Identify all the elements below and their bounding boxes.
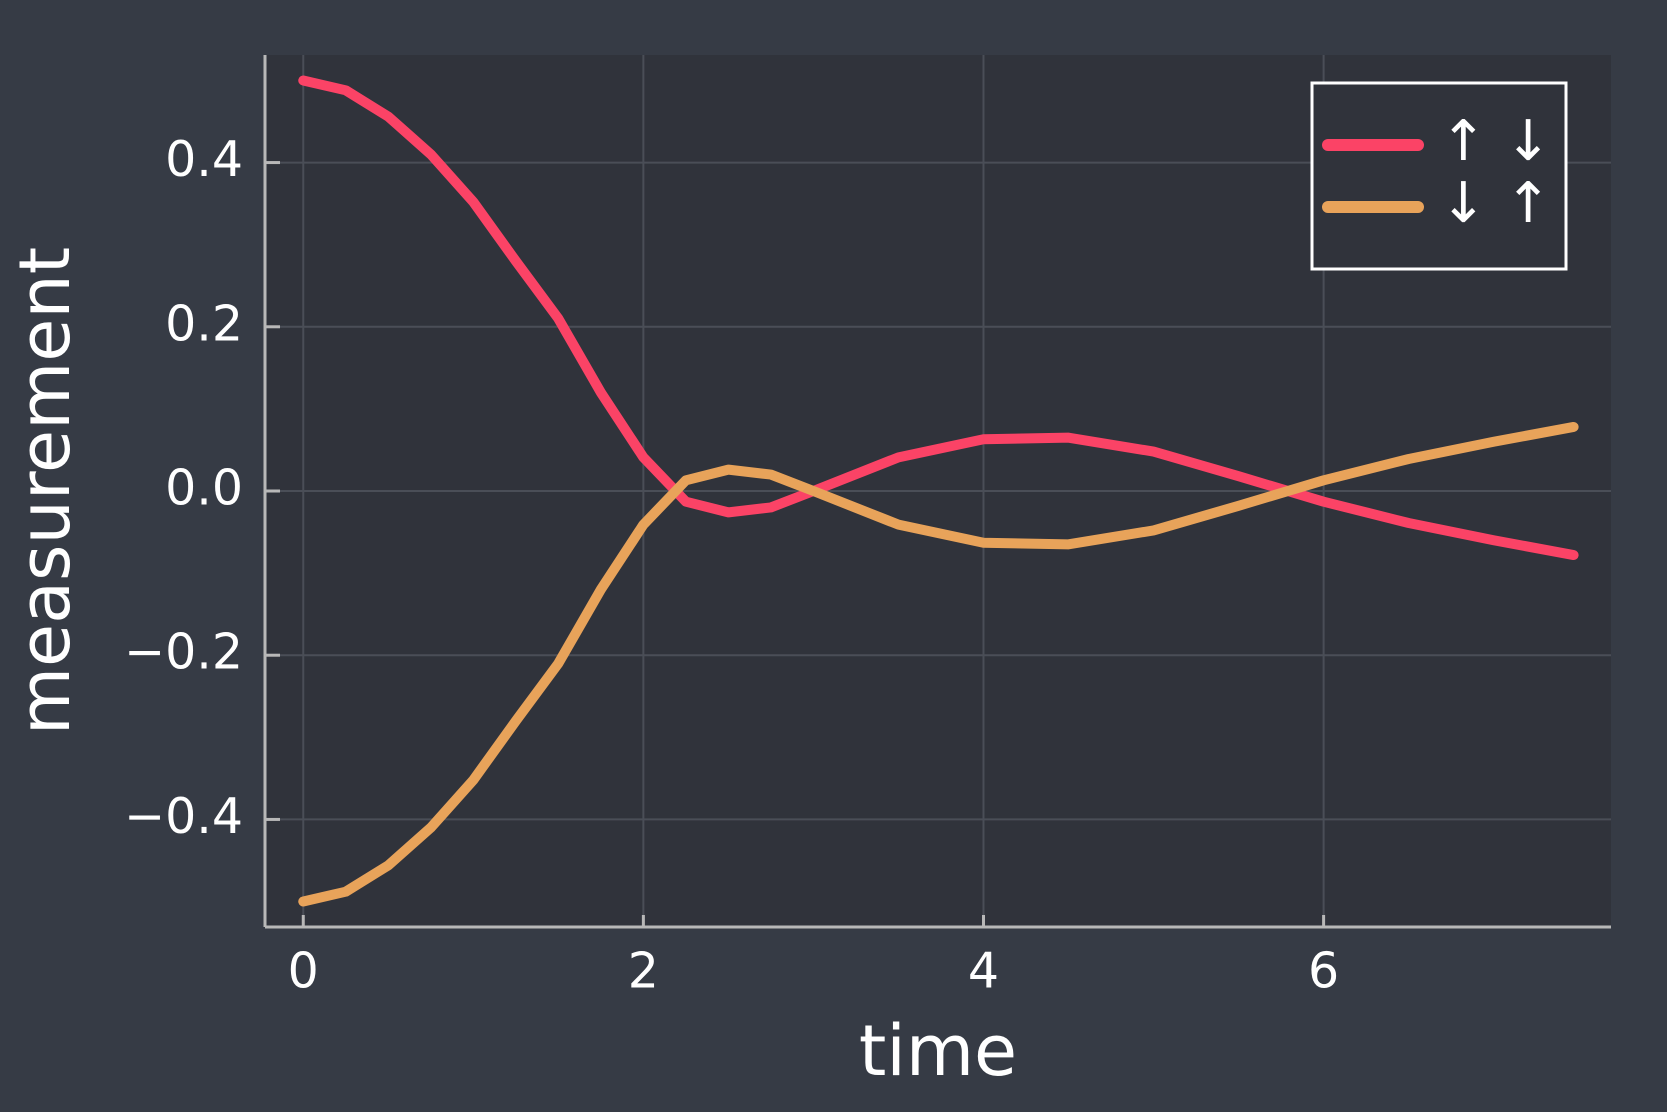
legend: ↑ ↓↓ ↑ [1322,109,1552,236]
y-tick-label: −0.2 [124,624,243,681]
lines [298,75,1579,907]
ticks: 0 2 4 6 −0.4 −0.2 0.0 0.2 0.4 [124,131,1339,999]
legend-label: ↑ ↓ [1440,109,1552,174]
y-tick-label: 0.2 [165,295,243,352]
x-tick-label: 4 [968,943,999,1000]
legend-box [1310,81,1568,271]
x-tick-label: 6 [1308,943,1339,1000]
y-tick-label: −0.4 [124,788,243,845]
x-axis-label: time [859,1010,1017,1092]
series-line [298,421,1579,907]
legend-label: ↓ ↑ [1440,171,1552,236]
y-tick-label: 0.0 [165,460,243,517]
y-tick-label: 0.4 [165,131,243,188]
x-tick-label: 2 [628,943,659,1000]
y-axis-label: measurement [4,247,86,735]
x-tick-label: 0 [288,943,319,1000]
